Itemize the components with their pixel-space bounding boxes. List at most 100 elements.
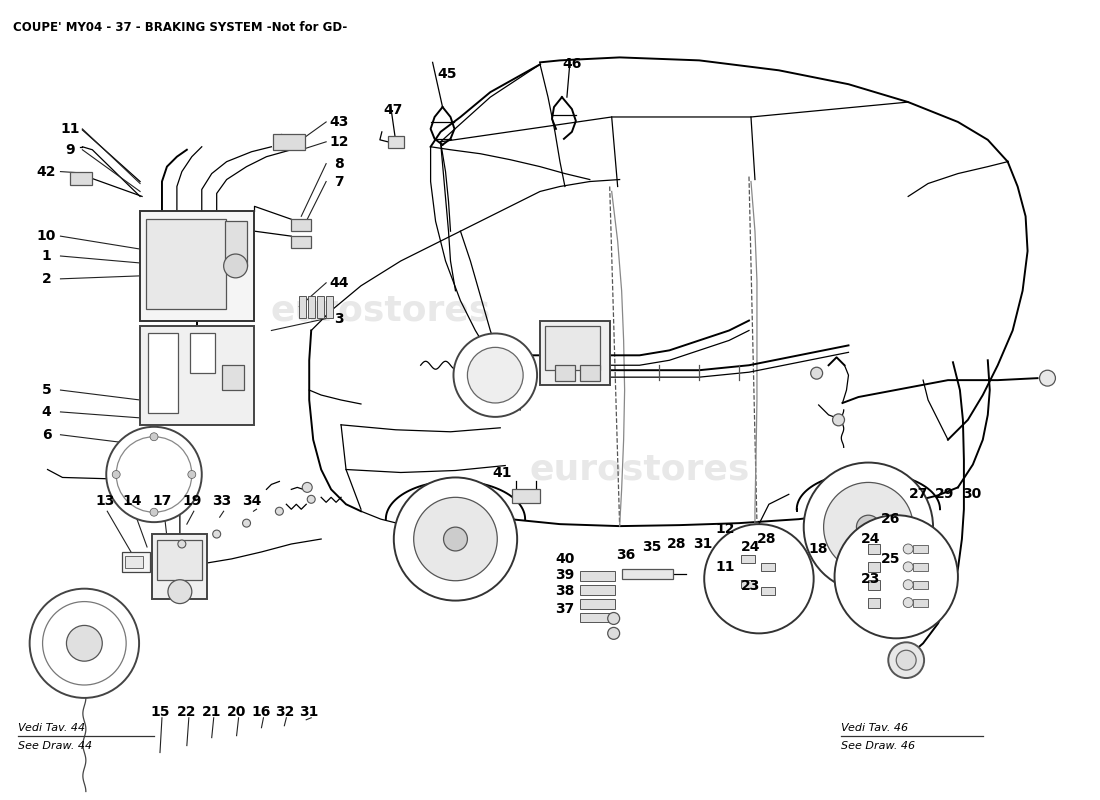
Circle shape [857, 515, 880, 539]
Bar [224, 222, 246, 266]
Text: 42: 42 [36, 165, 56, 178]
Text: 20: 20 [227, 705, 246, 719]
Circle shape [443, 527, 468, 551]
Bar [741, 580, 755, 588]
Circle shape [107, 427, 201, 522]
Bar [326, 296, 333, 318]
Text: 23: 23 [860, 572, 880, 586]
Circle shape [903, 580, 913, 590]
Text: 33: 33 [212, 494, 231, 508]
Text: 29: 29 [935, 487, 955, 502]
Bar [292, 236, 311, 248]
Text: COUPE' MY04 - 37 - BRAKING SYSTEM -Not for GD-: COUPE' MY04 - 37 - BRAKING SYSTEM -Not f… [13, 21, 346, 34]
Text: 32: 32 [275, 705, 294, 719]
Circle shape [188, 470, 196, 478]
Text: Vedi Tav. 46: Vedi Tav. 46 [840, 722, 907, 733]
Bar [621, 569, 673, 578]
Text: 24: 24 [741, 540, 761, 554]
Text: 7: 7 [334, 174, 344, 189]
Bar [540, 321, 609, 385]
Bar [580, 366, 600, 381]
Circle shape [30, 589, 139, 698]
Text: 36: 36 [616, 548, 635, 562]
Bar [146, 219, 226, 309]
Circle shape [150, 508, 158, 516]
Bar [580, 613, 615, 622]
Text: 5: 5 [42, 383, 52, 397]
Bar [388, 136, 404, 148]
Text: 16: 16 [252, 705, 272, 719]
Circle shape [112, 470, 120, 478]
Bar [580, 585, 615, 594]
Text: 14: 14 [122, 494, 142, 508]
Text: 40: 40 [556, 552, 574, 566]
Bar [913, 598, 928, 606]
Bar [125, 556, 143, 568]
Text: 38: 38 [556, 584, 574, 598]
Circle shape [468, 347, 524, 403]
Text: 23: 23 [741, 578, 761, 593]
Circle shape [307, 495, 316, 503]
Text: 31: 31 [299, 705, 319, 719]
Text: 34: 34 [242, 494, 261, 508]
Bar [761, 563, 774, 571]
Text: 31: 31 [693, 537, 713, 551]
Bar [868, 544, 880, 554]
Bar [868, 562, 880, 572]
Circle shape [275, 507, 284, 515]
Text: 27: 27 [909, 487, 927, 502]
Text: 35: 35 [641, 540, 661, 554]
Text: 30: 30 [962, 487, 981, 502]
Circle shape [453, 334, 537, 417]
Bar [308, 296, 316, 318]
Circle shape [833, 414, 845, 426]
Text: 28: 28 [667, 537, 686, 551]
Circle shape [607, 627, 619, 639]
Circle shape [804, 462, 933, 592]
Bar [913, 563, 928, 571]
Circle shape [835, 515, 958, 638]
Bar [274, 134, 305, 150]
Text: 11: 11 [715, 560, 735, 574]
Text: 25: 25 [880, 552, 900, 566]
Text: 12: 12 [329, 135, 349, 149]
Text: 45: 45 [438, 67, 458, 82]
Bar [299, 296, 306, 318]
Bar [148, 334, 178, 413]
Circle shape [43, 602, 126, 685]
Circle shape [607, 613, 619, 625]
Text: 43: 43 [329, 115, 349, 129]
Text: 3: 3 [334, 311, 344, 326]
Bar [513, 490, 540, 503]
Circle shape [178, 540, 186, 548]
Text: 37: 37 [556, 602, 574, 615]
Circle shape [889, 642, 924, 678]
Text: 26: 26 [881, 512, 900, 526]
Bar [140, 211, 254, 321]
Text: Vedi Tav. 44: Vedi Tav. 44 [18, 722, 85, 733]
Text: 11: 11 [60, 122, 80, 136]
Text: 41: 41 [493, 466, 512, 481]
Text: 24: 24 [860, 532, 880, 546]
Text: 13: 13 [96, 494, 114, 508]
Circle shape [168, 580, 191, 603]
Circle shape [66, 626, 102, 661]
Bar [556, 366, 575, 381]
Text: 46: 46 [562, 58, 582, 71]
Bar [70, 171, 92, 186]
Circle shape [824, 482, 913, 572]
Bar [868, 598, 880, 607]
Bar [913, 581, 928, 589]
Bar [868, 580, 880, 590]
Circle shape [903, 544, 913, 554]
Circle shape [903, 562, 913, 572]
Text: 6: 6 [42, 428, 52, 442]
Text: 17: 17 [152, 494, 172, 508]
Bar [580, 571, 615, 581]
Text: 47: 47 [383, 103, 403, 117]
Text: 4: 4 [42, 405, 52, 419]
Text: eurostores: eurostores [271, 294, 491, 328]
Text: 44: 44 [329, 276, 349, 290]
Bar [190, 334, 214, 373]
Circle shape [150, 433, 158, 441]
